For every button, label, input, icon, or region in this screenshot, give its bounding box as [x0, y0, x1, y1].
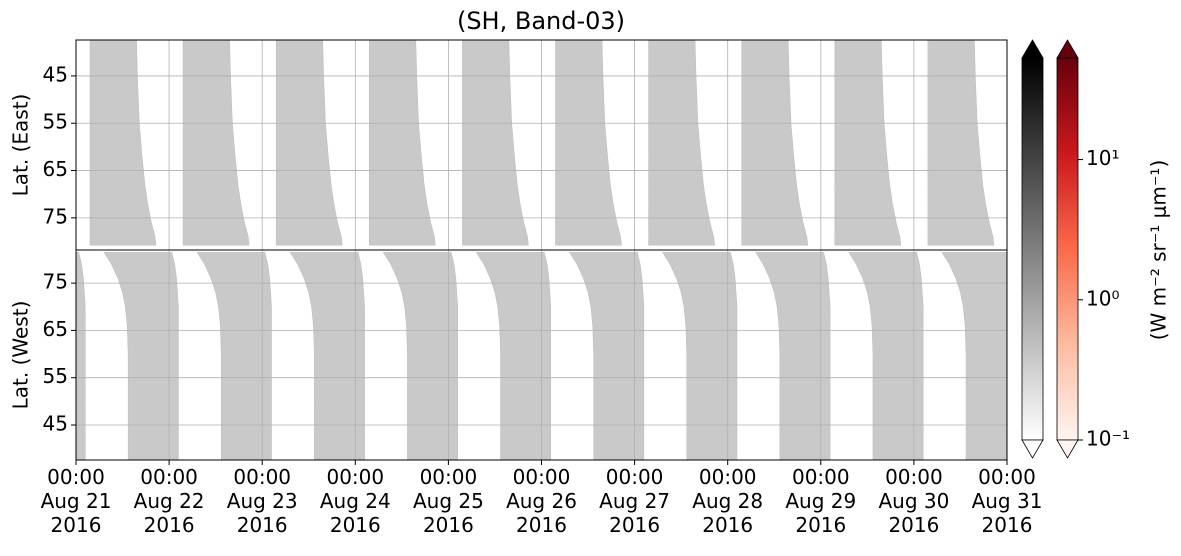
swath [103, 252, 179, 460]
swath [848, 252, 924, 460]
x-tick-label: 00:00 Aug 22 2016 [134, 465, 205, 537]
swath [648, 40, 715, 246]
swath [289, 252, 365, 460]
x-tick-label: 00:00 Aug 24 2016 [320, 465, 391, 537]
x-tick-label: 00:00 Aug 28 2016 [692, 465, 763, 537]
swath [568, 252, 645, 460]
swath [182, 40, 250, 246]
swath [662, 252, 738, 460]
swath [941, 252, 1007, 460]
y-tick-label: 65 [43, 157, 68, 181]
colorbar-label: (W m⁻² sr⁻¹ μm⁻¹) [1147, 160, 1171, 341]
swath [76, 252, 86, 460]
colorbar-tick-label: 10¹ [1086, 146, 1119, 170]
swath [475, 252, 552, 460]
chart-title: (SH, Band-03) [457, 7, 625, 35]
x-tick-label: 00:00 Aug 31 2016 [972, 465, 1043, 537]
swath [369, 40, 436, 246]
swath [196, 252, 272, 460]
colorbar-tick-label: 10⁻¹ [1086, 427, 1130, 451]
swath [755, 252, 831, 460]
swath [555, 40, 622, 246]
colorbar-extend-min [1056, 439, 1079, 459]
swath [382, 252, 458, 460]
y-axis-label: Lat. (West) [9, 301, 33, 410]
x-tick-label: 00:00 Aug 30 2016 [878, 465, 949, 537]
swath [275, 40, 343, 246]
swath [741, 40, 809, 246]
colorbar-extend-min [1021, 439, 1044, 459]
y-tick-label: 45 [43, 412, 68, 436]
y-tick-label: 75 [43, 204, 68, 228]
x-tick-label: 00:00 Aug 27 2016 [599, 465, 670, 537]
x-tick-label: 00:00 Aug 21 2016 [41, 465, 112, 537]
swath [462, 40, 529, 246]
x-tick-label: 00:00 Aug 26 2016 [506, 465, 577, 537]
y-tick-label: 55 [43, 364, 68, 388]
colorbar [1021, 57, 1044, 441]
colorbar [1056, 57, 1079, 441]
panel [76, 252, 1007, 460]
colorbar-extend-max [1056, 39, 1079, 59]
y-tick-label: 65 [43, 317, 68, 341]
y-axis-label: Lat. (East) [9, 94, 33, 197]
x-tick-label: 00:00 Aug 29 2016 [785, 465, 856, 537]
y-tick-label: 45 [43, 62, 68, 86]
panel [89, 40, 995, 246]
y-tick-label: 75 [43, 270, 68, 294]
colorbar-extend-max [1021, 39, 1044, 59]
x-tick-label: 00:00 Aug 23 2016 [227, 465, 298, 537]
swath [834, 40, 902, 246]
x-tick-label: 00:00 Aug 25 2016 [413, 465, 484, 537]
colorbar-tick-label: 10⁰ [1086, 286, 1119, 310]
swath [89, 40, 157, 246]
swath [927, 40, 995, 246]
y-tick-label: 55 [43, 110, 68, 134]
